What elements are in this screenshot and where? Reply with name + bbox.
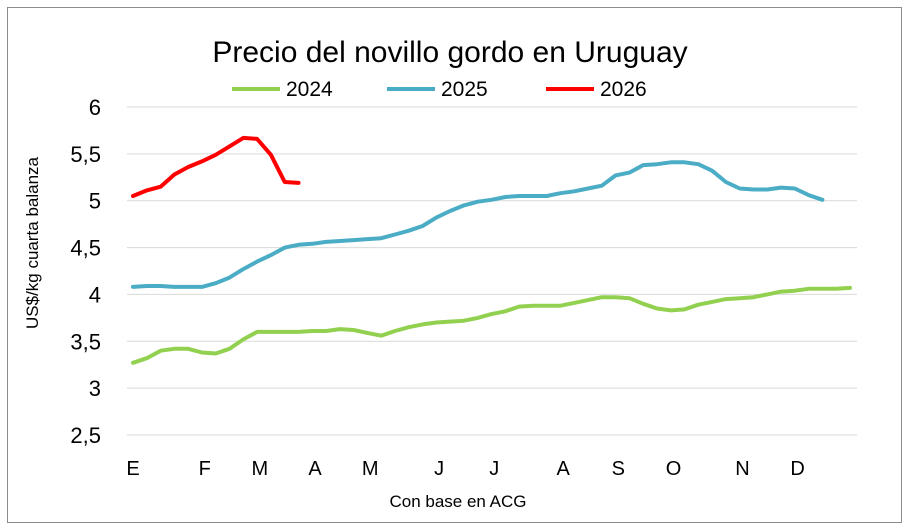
x-tick-label: N xyxy=(735,458,749,480)
x-tick-label: J xyxy=(434,458,444,480)
y-tick-label: 5,5 xyxy=(70,142,101,167)
chart-title: Precio del novillo gordo en Uruguay xyxy=(212,36,687,69)
legend-label-2024: 2024 xyxy=(286,78,333,101)
y-tick-label: 3 xyxy=(89,376,101,401)
x-tick-label: J xyxy=(489,458,499,480)
y-axis-ticks: 2,5 3 3,5 4 4,5 5 5,5 6 xyxy=(70,95,101,448)
x-tick-label: O xyxy=(666,458,682,480)
y-tick-label: 3,5 xyxy=(70,329,101,354)
x-tick-label: D xyxy=(790,458,804,480)
y-tick-label: 4 xyxy=(89,282,101,307)
x-tick-label: A xyxy=(557,458,571,480)
y-tick-label: 2,5 xyxy=(70,423,101,448)
x-tick-label: F xyxy=(199,458,211,480)
series-line-2026 xyxy=(131,135,301,198)
x-tick-label: M xyxy=(362,458,379,480)
legend-label-2026: 2026 xyxy=(600,78,647,101)
x-tick-label: E xyxy=(126,458,139,480)
x-tick-label: S xyxy=(612,458,625,480)
series-line-2025 xyxy=(131,160,825,289)
y-axis-label: US$/kg cuarta balanza xyxy=(23,156,42,329)
x-axis-label: Con base en ACG xyxy=(389,492,526,511)
y-tick-label: 6 xyxy=(89,95,101,120)
legend-label-2025: 2025 xyxy=(441,78,488,101)
chart-frame xyxy=(7,7,902,523)
y-tick-label: 5 xyxy=(89,189,101,214)
series-line-2024 xyxy=(131,285,852,365)
legend: 2024 2025 2026 xyxy=(232,78,647,101)
series-lines xyxy=(131,135,852,365)
x-tick-label: A xyxy=(308,458,322,480)
x-tick-label: M xyxy=(252,458,269,480)
y-tick-label: 4,5 xyxy=(70,236,101,261)
